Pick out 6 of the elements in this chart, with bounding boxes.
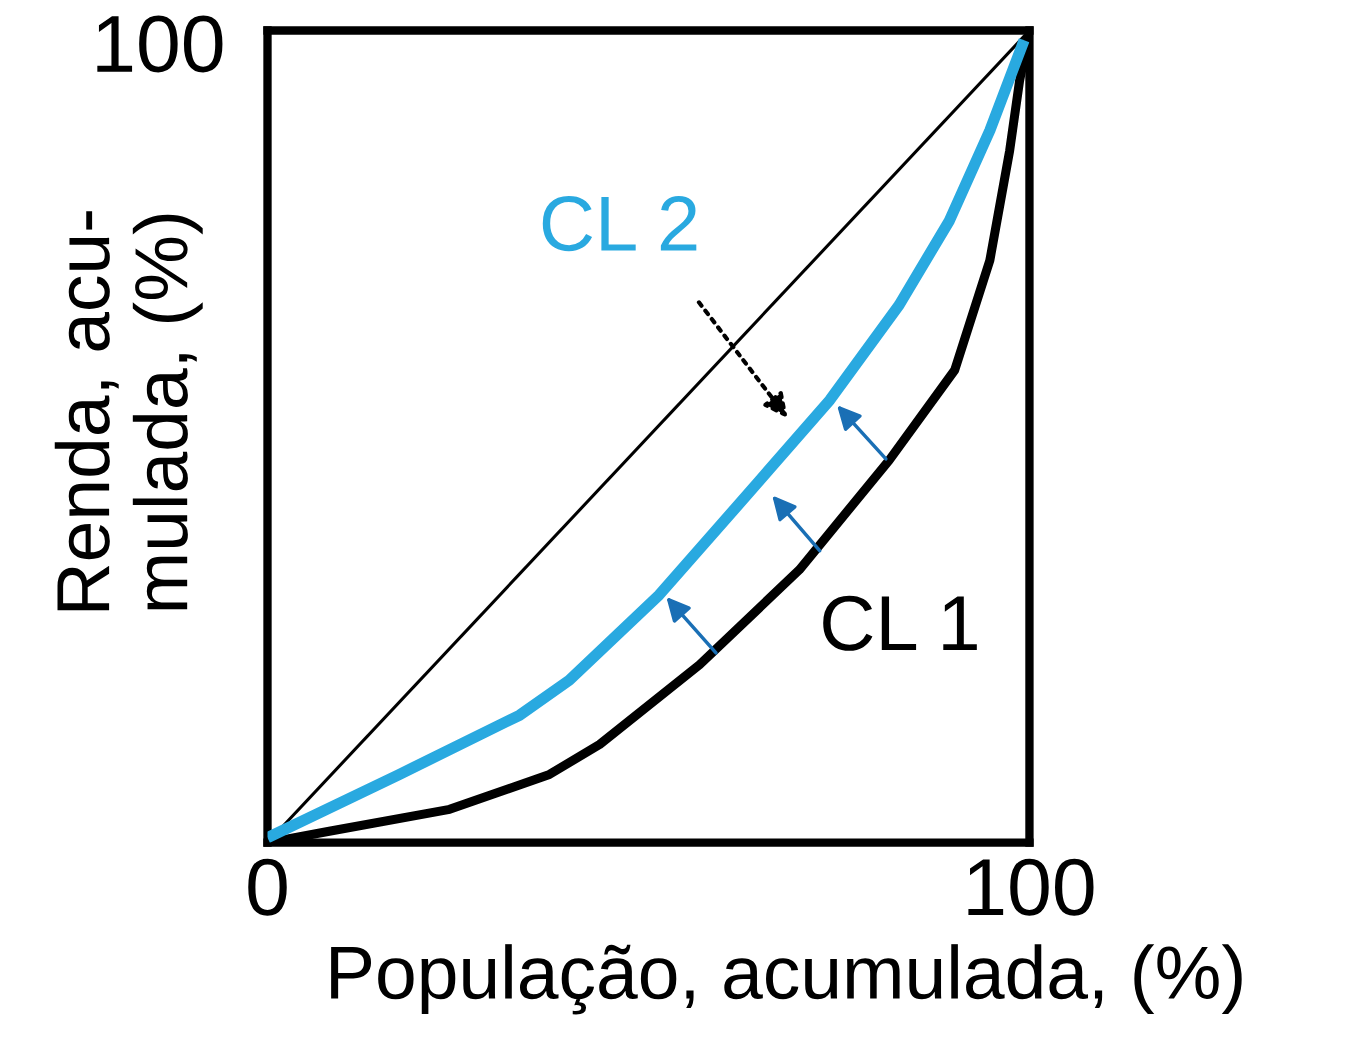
y-axis-title: Renda, acu- mulada, (%) xyxy=(54,211,203,611)
x-axis-title: População, acumulada, (%) xyxy=(331,944,1242,1015)
series-label: CL 1 xyxy=(823,595,977,651)
text: CL 2 xyxy=(542,196,697,252)
x-tick-label: 0 xyxy=(248,858,287,916)
text: 100 xyxy=(97,15,223,73)
